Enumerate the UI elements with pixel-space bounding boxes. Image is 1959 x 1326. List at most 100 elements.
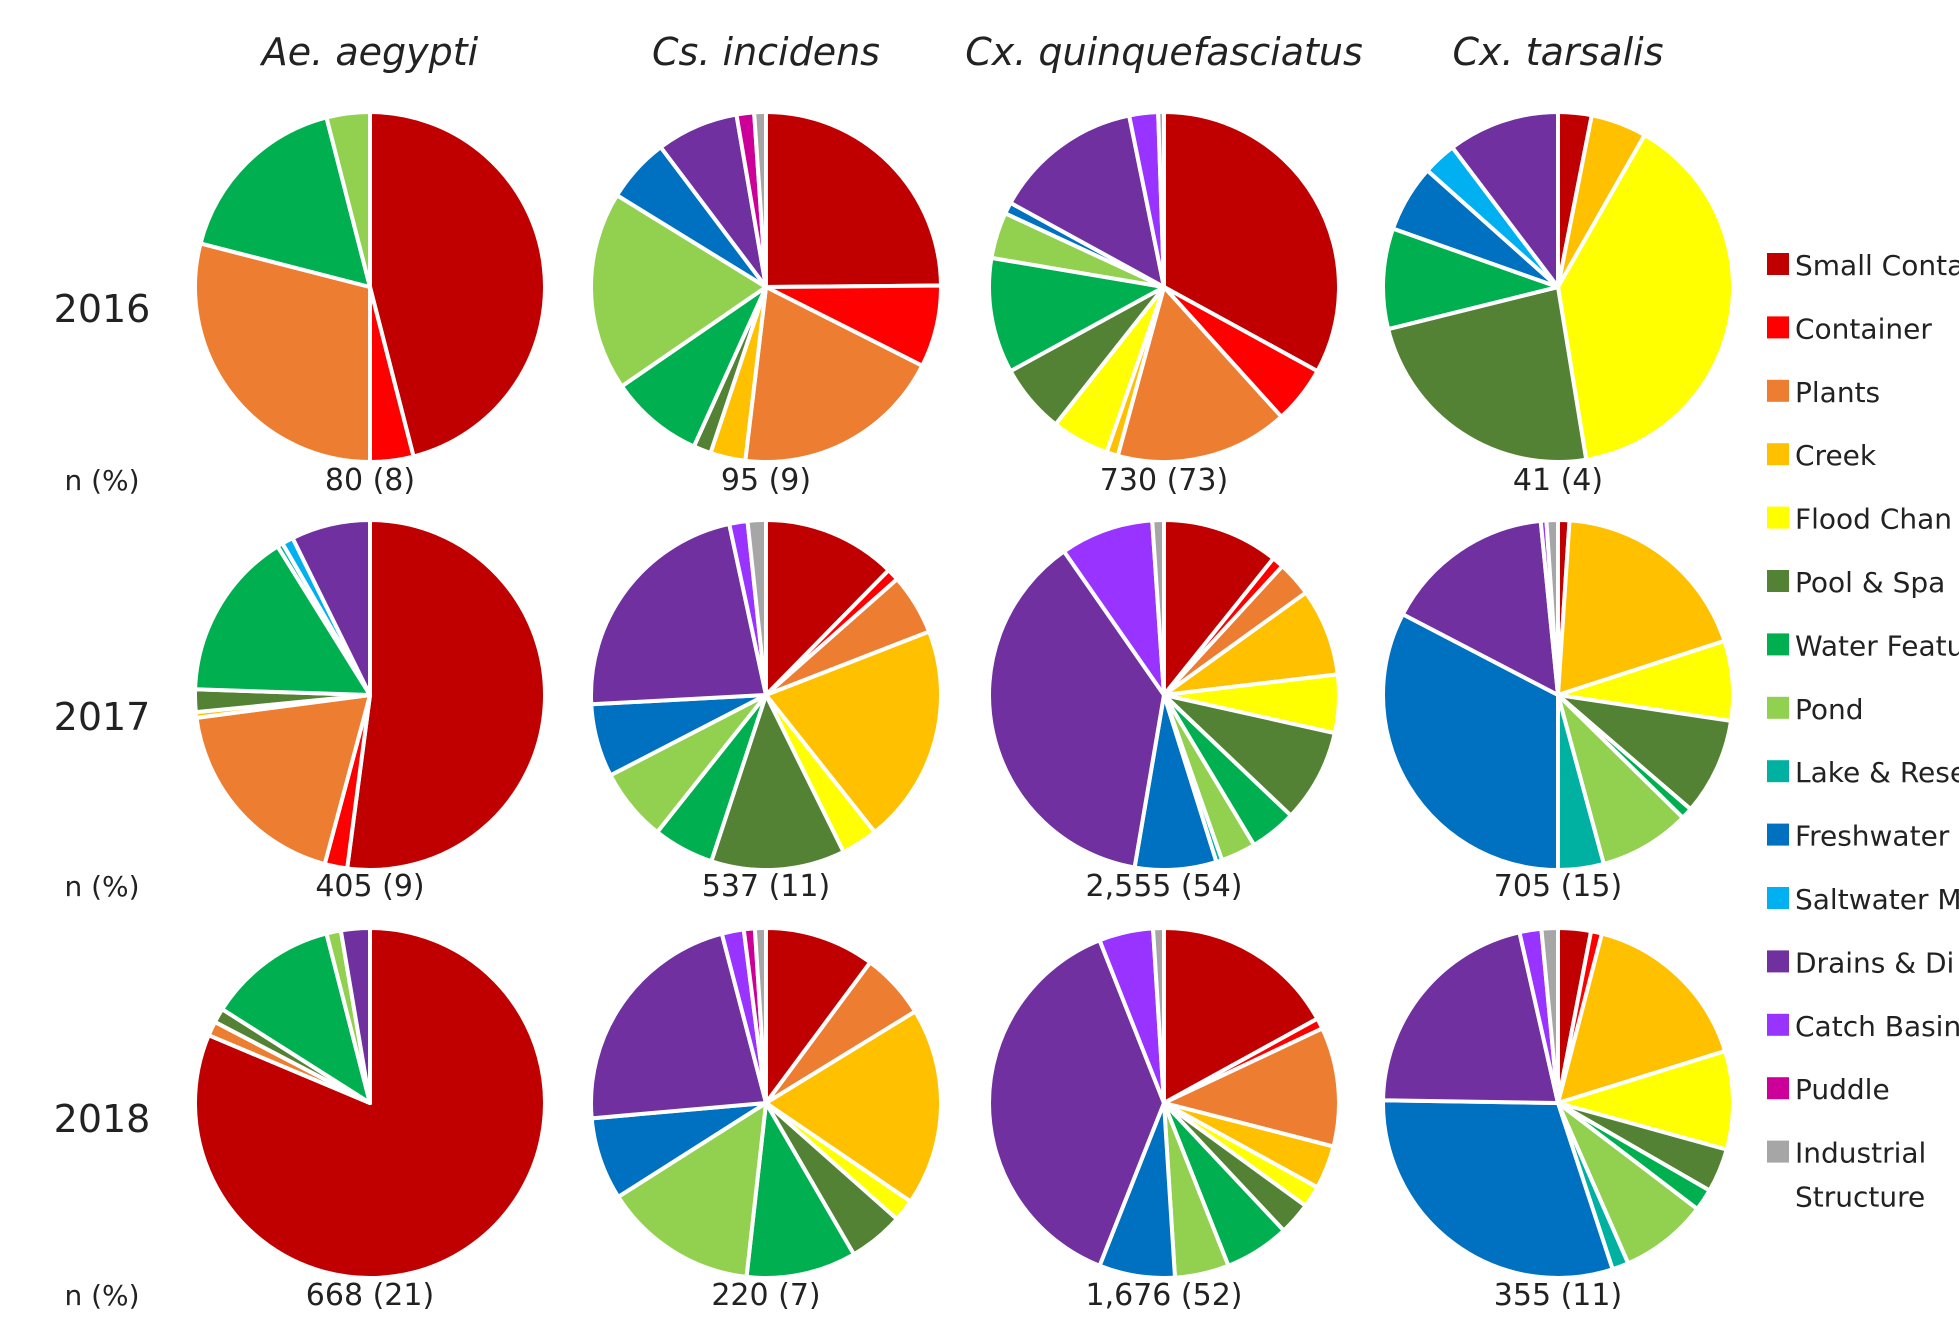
legend-item-saltwater-marsh: Saltwater M — [1767, 883, 1959, 916]
legend-swatch — [1767, 823, 1789, 846]
legend-label: Freshwater I — [1795, 820, 1959, 853]
pie-slice-small-container — [1162, 518, 1276, 697]
pie-count-label: 80 (8) — [325, 463, 415, 498]
pies: 80 (8) 95 (9) 730 (73) 41 (4) 405 (9) 537 (11… — [192, 109, 1735, 1313]
legend-swatch — [1767, 1140, 1789, 1163]
pie-slice-drains-and-ditches — [987, 549, 1166, 870]
pie-slice-pool-and-spa — [1386, 285, 1589, 464]
legend-label: Structure — [1795, 1181, 1925, 1214]
year-labels: 2016 2017 2018 — [54, 287, 151, 1141]
pie-slice-drains-and-ditches — [987, 938, 1166, 1268]
pie-2018-cx-tarsalis — [1381, 925, 1735, 1280]
legend-swatch — [1767, 1077, 1789, 1100]
legend-label: Lake & Rese — [1795, 756, 1959, 789]
legend-item-freshwater-marsh: Freshwater I — [1767, 820, 1959, 853]
pie-count-label: 405 (9) — [315, 869, 424, 904]
legend-label: Pond — [1795, 693, 1864, 726]
legend-swatch — [1767, 696, 1789, 719]
n-labels: n (%) n (%) n (%) — [64, 464, 139, 1312]
pie-slice-flood-channel — [1556, 1049, 1735, 1152]
pie-slice-plants — [1115, 285, 1284, 464]
pie-slice-plants — [743, 285, 925, 465]
pie-2018-cx-quinquefasciatus — [987, 926, 1341, 1280]
pie-slice-pond — [589, 193, 768, 389]
species-title: Cx. quinquefasciatus — [965, 30, 1363, 74]
legend-swatch — [1767, 379, 1789, 402]
pie-slice-creek — [764, 1009, 944, 1204]
legend-label: Puddle — [1795, 1073, 1890, 1106]
legend-swatch — [1767, 887, 1789, 909]
legend-item-pond: Pond — [1767, 693, 1864, 726]
pie-slice-drains-and-ditches — [589, 521, 768, 707]
pie-slice-small-container — [764, 110, 943, 289]
pie-count-label: 41 (4) — [1513, 463, 1603, 498]
pie-slice-water-feature — [198, 115, 372, 289]
pie-2018-cs-incidens — [589, 926, 944, 1280]
pie-slice-drains-and-ditches — [589, 931, 768, 1121]
n-label: n (%) — [64, 870, 139, 903]
legend-item-drains-and-ditches: Drains & Di — [1767, 946, 1954, 979]
legend-label: Creek — [1795, 439, 1877, 472]
legend-item-catch-basin: Catch Basin — [1767, 1010, 1959, 1043]
pie-slice-drains-and-ditches — [290, 518, 372, 697]
pie-slice-industrial-structure — [1539, 925, 1560, 1105]
legend-label: Container — [1795, 312, 1932, 345]
legend-item-flood-channel: Flood Chan — [1767, 503, 1952, 536]
legend-label: Industrial — [1795, 1137, 1926, 1170]
legend-swatch — [1767, 570, 1789, 592]
species-title: Cx. tarsalis — [1453, 30, 1664, 74]
legend-item-plants: Plants — [1767, 376, 1880, 409]
pie-slice-freshwater-marsh — [1381, 612, 1560, 872]
pie-slice-small-container — [368, 110, 547, 459]
pie-slice-industrial-structure — [752, 109, 768, 289]
pie-slice-freshwater-marsh — [1381, 1098, 1615, 1280]
pie-slice-drains-and-ditches — [1381, 930, 1560, 1105]
legend-swatch — [1767, 443, 1789, 466]
pie-count-label: 2,555 (54) — [1085, 869, 1242, 904]
pie-2017-cs-incidens — [589, 518, 944, 872]
legend-item-industrial-structure: Industrial Structure — [1767, 1137, 1926, 1214]
legend-item-container: Container — [1767, 312, 1932, 345]
pie-slice-flood-channel — [1556, 132, 1735, 462]
pie-slice-small-container — [764, 926, 873, 1105]
pie-slice-industrial-structure — [1156, 110, 1166, 289]
pie-2016-cx-tarsalis — [1381, 110, 1735, 464]
pie-count-label: 705 (15) — [1494, 869, 1622, 904]
legend-swatch — [1767, 316, 1789, 339]
legend-label: Saltwater M — [1795, 883, 1959, 916]
pie-count-label: 668 (21) — [306, 1278, 434, 1313]
pie-slice-plants — [194, 693, 372, 867]
species-titles: Ae. aegypti Cs. incidens Cx. quinquefasc… — [259, 30, 1664, 74]
pie-slice-pond — [616, 1101, 768, 1279]
legend-label: Plants — [1795, 376, 1880, 409]
pie-slice-creek — [1556, 931, 1728, 1105]
pie-slice-small-container — [345, 518, 548, 872]
pie-slice-industrial-structure — [752, 926, 768, 1105]
species-title: Ae. aegypti — [259, 30, 479, 74]
pie-2018-ae-aegypti — [193, 926, 547, 1280]
legend-swatch — [1767, 506, 1789, 529]
pie-slice-drains-and-ditches — [1400, 518, 1560, 697]
pie-slice-plants — [1162, 1026, 1341, 1149]
legend-item-water-feature: Water Featu — [1767, 629, 1959, 662]
pie-slice-industrial-structure — [1151, 926, 1166, 1105]
pie-2016-cs-incidens — [589, 109, 943, 465]
legend-item-puddle: Puddle — [1767, 1073, 1890, 1106]
pie-slice-creek — [1556, 518, 1727, 697]
pie-slice-industrial-structure — [745, 518, 768, 697]
pie-slice-pond — [324, 110, 372, 289]
year-label: 2018 — [54, 1097, 151, 1141]
legend-swatch — [1767, 760, 1789, 783]
legend-label: Flood Chan — [1795, 503, 1952, 536]
pie-slice-industrial-structure — [1544, 517, 1560, 697]
pie-slice-water-feature — [744, 1101, 856, 1280]
pie-count-label: 730 (73) — [1100, 463, 1228, 498]
pie-slice-water-feature — [987, 255, 1166, 374]
legend: Small Conta Container Plants Creek Flood Cha… — [1767, 249, 1959, 1214]
pie-2016-ae-aegypti — [193, 110, 547, 464]
pie-2016-cx-quinquefasciatus — [987, 110, 1342, 464]
species-title: Cs. incidens — [652, 30, 880, 74]
pie-count-label: 1,676 (52) — [1085, 1278, 1242, 1313]
pie-count-label: 95 (9) — [721, 463, 811, 498]
legend-swatch — [1767, 253, 1789, 275]
